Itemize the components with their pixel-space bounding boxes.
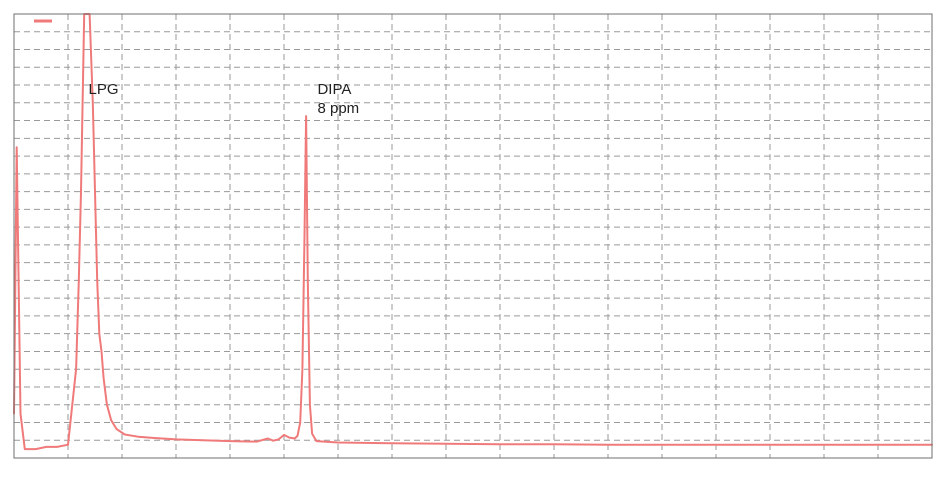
plot-frame [13, 13, 933, 459]
annotation-dipa: DIPA 8 ppm [317, 81, 359, 117]
annotation-lpg: LPG [89, 81, 119, 98]
annotation-lpg-line: LPG [89, 81, 119, 98]
annotation-dipa-line: 8 ppm [317, 100, 359, 117]
grid [14, 14, 932, 458]
annotation-layer: LPG DIPA 8 ppm [89, 81, 360, 117]
annotation-dipa-line: DIPA [317, 81, 351, 98]
chromatogram-trace [13, 13, 933, 451]
trace-layer [13, 13, 933, 451]
